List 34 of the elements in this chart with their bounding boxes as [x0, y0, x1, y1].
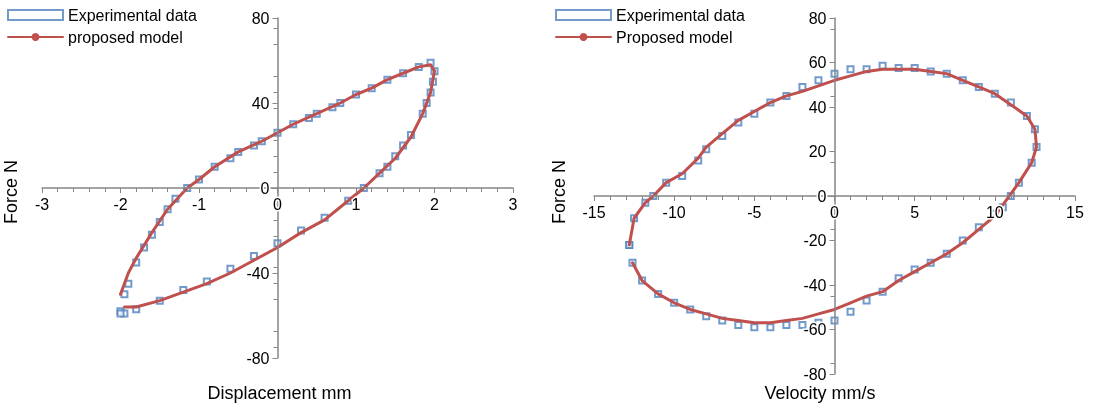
legend-label: proposed model	[68, 28, 183, 46]
y-tick-label: 80	[808, 9, 827, 27]
x-tick-label: -2	[113, 195, 128, 213]
x-tick-label: 3	[508, 195, 518, 213]
x-tick-label: -10	[662, 203, 686, 221]
legend-label: Experimental data	[68, 6, 198, 24]
x-tick-label: 2	[430, 195, 440, 213]
x-tick-label: -15	[582, 203, 606, 221]
y-tick-label: -80	[246, 349, 270, 367]
x-tick-label: 15	[1066, 203, 1084, 221]
x-tick-label: 0	[273, 195, 283, 213]
y-tick-label: -20	[803, 232, 827, 249]
y-tick-label: 80	[251, 9, 270, 27]
legend-label: Experimental data	[616, 6, 746, 24]
y-tick-label: -80	[803, 365, 827, 383]
x-tick-label: 0	[830, 203, 840, 221]
x-tick-label: -3	[34, 195, 50, 213]
y-tick-label: -40	[803, 276, 827, 294]
x-tick-label: 1	[351, 195, 361, 213]
y-tick-label: 60	[808, 54, 827, 71]
y-tick-label: 40	[251, 94, 270, 112]
x-tick-label: -5	[747, 203, 762, 221]
legend-label: Proposed model	[616, 28, 733, 46]
y-tick-label: 0	[260, 179, 270, 197]
y-tick-label: 40	[808, 98, 827, 116]
y-axis-title: Force N	[549, 160, 569, 225]
x-tick-label: 5	[910, 203, 920, 221]
y-tick-label: -40	[246, 264, 270, 282]
x-axis-title: Velocity mm/s	[764, 383, 876, 403]
x-axis-title: Displacement mm	[207, 383, 352, 403]
y-axis-title: Force N	[1, 160, 21, 225]
y-tick-label: -60	[803, 321, 827, 338]
x-tick-label: -1	[191, 195, 207, 213]
y-tick-label: 20	[808, 143, 827, 160]
